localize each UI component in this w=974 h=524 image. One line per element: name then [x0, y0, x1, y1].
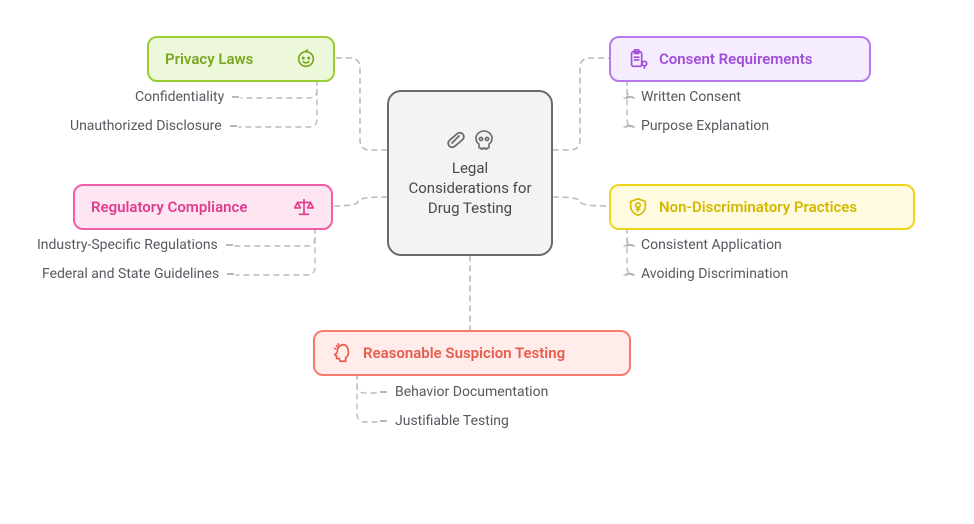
- sub-item-label: Purpose Explanation: [641, 118, 769, 134]
- branch-label: Privacy Laws: [165, 50, 285, 68]
- branch-privacy: Privacy Laws: [147, 36, 335, 82]
- sub-item-label: Confidentiality: [135, 89, 224, 105]
- bullet-icon: [626, 96, 633, 98]
- sub-item-label: Behavior Documentation: [395, 384, 548, 400]
- sub-item: Purpose Explanation: [626, 118, 769, 134]
- sub-item: Behavior Documentation: [380, 384, 548, 400]
- branch-label: Non-Discriminatory Practices: [659, 198, 897, 216]
- baby-icon: [295, 48, 317, 70]
- branch-label: Regulatory Compliance: [91, 198, 283, 216]
- center-label: Legal Considerations for Drug Testing: [405, 158, 535, 219]
- bullet-icon: [380, 420, 387, 422]
- scale-icon: [293, 196, 315, 218]
- diagram-canvas: Legal Considerations for Drug Testing Pr…: [0, 0, 974, 524]
- sub-item: Unauthorized Disclosure: [70, 118, 237, 134]
- center-node: Legal Considerations for Drug Testing: [387, 90, 553, 256]
- head-icon: [331, 342, 353, 364]
- sub-item-label: Consistent Application: [641, 237, 782, 253]
- bullet-icon: [626, 125, 633, 127]
- sub-item-label: Justifiable Testing: [395, 413, 509, 429]
- sub-item: Justifiable Testing: [380, 413, 509, 429]
- bullet-icon: [230, 125, 237, 127]
- shield-icon: [627, 196, 649, 218]
- branch-consent: Consent Requirements: [609, 36, 871, 82]
- bullet-icon: [626, 273, 633, 275]
- bullet-icon: [227, 273, 234, 275]
- sub-item: Written Consent: [626, 89, 741, 105]
- bullet-icon: [226, 244, 233, 246]
- clipboard-icon: [627, 48, 649, 70]
- sub-item: Avoiding Discrimination: [626, 266, 788, 282]
- skull-icon: [472, 128, 496, 152]
- sub-item-label: Federal and State Guidelines: [42, 266, 219, 282]
- branch-regulatory: Regulatory Compliance: [73, 184, 333, 230]
- sub-item: Federal and State Guidelines: [42, 266, 234, 282]
- bullet-icon: [626, 244, 633, 246]
- sub-item: Industry-Specific Regulations: [37, 237, 233, 253]
- branch-label: Consent Requirements: [659, 50, 853, 68]
- branch-nondisc: Non-Discriminatory Practices: [609, 184, 915, 230]
- bullet-icon: [232, 96, 239, 98]
- bullet-icon: [380, 391, 387, 393]
- center-icon-row: [444, 128, 496, 152]
- branch-suspicion: Reasonable Suspicion Testing: [313, 330, 631, 376]
- pill-icon: [444, 128, 468, 152]
- sub-item-label: Industry-Specific Regulations: [37, 237, 218, 253]
- sub-item-label: Unauthorized Disclosure: [70, 118, 222, 134]
- sub-item-label: Written Consent: [641, 89, 741, 105]
- sub-item-label: Avoiding Discrimination: [641, 266, 788, 282]
- branch-label: Reasonable Suspicion Testing: [363, 344, 613, 362]
- sub-item: Confidentiality: [135, 89, 239, 105]
- sub-item: Consistent Application: [626, 237, 782, 253]
